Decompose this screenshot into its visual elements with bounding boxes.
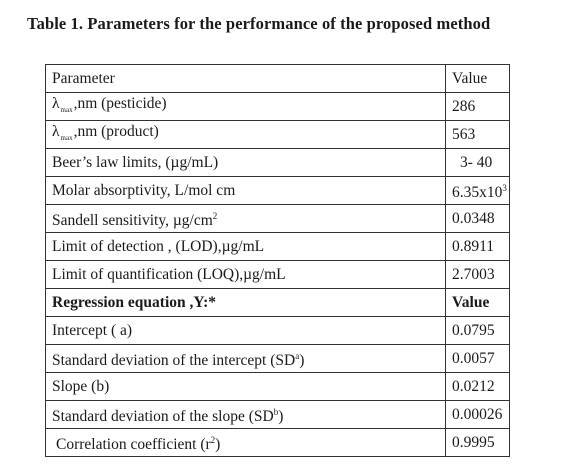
table-section-row: Regression equation ,Y:* Value (45, 288, 510, 317)
table-row: Molar absorptivity, L/mol cm 6.35x103 (45, 176, 510, 205)
subscript-max: max (60, 105, 73, 114)
row-value: 0.8911 (445, 232, 510, 261)
table-caption: Table 1. Parameters for the performance … (27, 14, 491, 33)
row-param: Limit of detection , (LOD),µg/mL (45, 232, 446, 261)
table-row: Sandell sensitivity, µg/cm2 0.0348 (45, 204, 510, 233)
value-superscript: 3 (502, 183, 507, 193)
param-superscript: a (295, 351, 300, 361)
row-value: 0.0795 (445, 316, 510, 345)
param-text: ,nm (product) (73, 122, 159, 140)
table-row: Correlation coefficient (r2) 0.9995 (45, 428, 510, 457)
row-param: Molar absorptivity, L/mol cm (45, 176, 446, 205)
param-text: Standard deviation of the intercept (SD (52, 352, 296, 369)
table-header-row: Parameter Value (45, 64, 510, 93)
param-text: ,nm (pesticide) (73, 94, 167, 112)
row-param-lambda-pesticide: λmax,nm (pesticide) (45, 92, 446, 121)
row-value: Value (445, 288, 510, 317)
param-superscript: 2 (210, 435, 216, 445)
table-row: Intercept ( a) 0.0795 (45, 316, 510, 345)
row-value: 0.0348 (445, 204, 510, 233)
row-value: 0.9995 (445, 428, 510, 457)
table-row: Slope (b) 0.0212 (45, 372, 510, 401)
param-close: ) (278, 408, 284, 425)
row-value: 286 (445, 92, 510, 121)
param-text: Sandell sensitivity, µg/cm (52, 212, 213, 229)
row-value: 3- 40 (445, 148, 510, 177)
table-row: Limit of detection , (LOD),µg/mL 0.8911 (45, 232, 510, 261)
row-value: 0.0057 (445, 344, 510, 373)
row-value: 0.00026 (445, 400, 510, 429)
table-row: λmax,nm (pesticide) 286 (45, 92, 510, 121)
row-value: 563 (445, 120, 510, 149)
row-value: 6.35x103 (445, 176, 510, 205)
row-param: Limit of quantification (LOQ),µg/mL (45, 260, 446, 289)
header-parameter: Parameter (45, 64, 446, 93)
table-row: Standard deviation of the intercept (SDa… (45, 344, 510, 373)
row-param: Slope (b) (45, 372, 446, 401)
param-text: Standard deviation of the slope (SD (52, 408, 274, 425)
table-row: Beer’s law limits, (µg/mL) 3- 40 (45, 148, 510, 177)
param-close: ) (215, 436, 221, 453)
row-param: Beer’s law limits, (µg/mL) (45, 148, 446, 177)
lambda-symbol: λ (52, 122, 60, 140)
param-close: ) (299, 352, 305, 369)
param-superscript: b (273, 407, 279, 417)
table-row: Limit of quantification (LOQ),µg/mL 2.70… (45, 260, 510, 289)
table-row: Standard deviation of the slope (SDb) 0.… (45, 400, 510, 429)
row-param: Standard deviation of the intercept (SDa… (45, 344, 446, 373)
row-param: Standard deviation of the slope (SDb) (45, 400, 446, 429)
header-value: Value (445, 64, 510, 93)
lambda-symbol: λ (52, 94, 60, 112)
row-param: Correlation coefficient (r2) (45, 428, 446, 457)
parameters-table: Parameter Value λmax,nm (pesticide) 286 … (45, 64, 510, 457)
row-value: 0.0212 (445, 372, 510, 401)
row-param: Regression equation ,Y:* (45, 288, 446, 317)
row-param-lambda-product: λmax,nm (product) (45, 120, 446, 149)
subscript-max: max (60, 133, 73, 142)
row-param: Sandell sensitivity, µg/cm2 (45, 204, 446, 233)
row-param: Intercept ( a) (45, 316, 446, 345)
table-row: λmax,nm (product) 563 (45, 120, 510, 149)
value-text: 6.35x10 (452, 184, 503, 201)
row-value: 2.7003 (445, 260, 510, 289)
param-superscript: 2 (212, 211, 218, 221)
param-text: Correlation coefficient (r (56, 436, 211, 453)
